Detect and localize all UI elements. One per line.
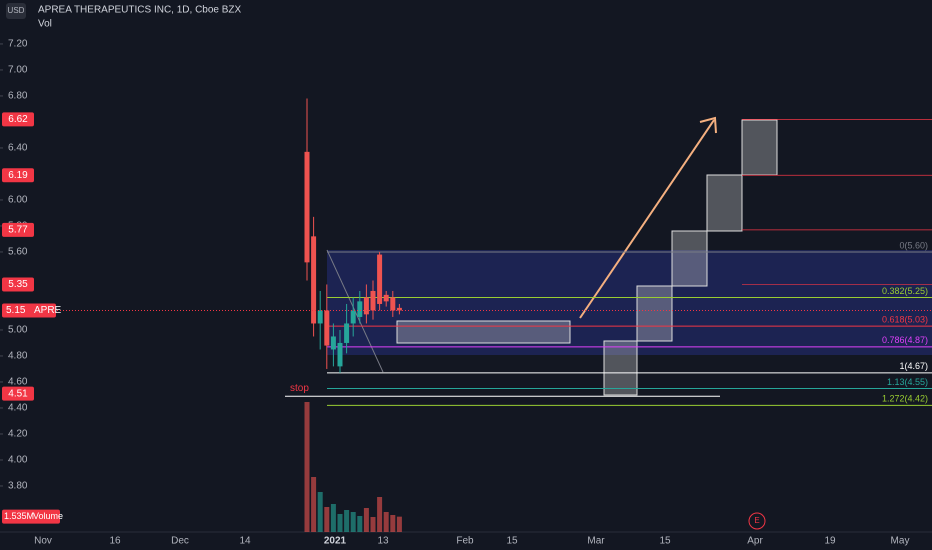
price-tag-label: 5.35 xyxy=(8,279,28,290)
x-tick-label: 14 xyxy=(239,536,251,547)
candle-body xyxy=(357,301,363,317)
y-tick-label: 4.80 xyxy=(8,351,28,362)
candle-body xyxy=(337,342,343,367)
volume-bar xyxy=(344,510,350,532)
y-tick-label: 5.60 xyxy=(8,247,28,258)
box xyxy=(706,174,743,232)
fib-label: 0.618(5.03) xyxy=(882,314,928,324)
y-tick-label: 3.80 xyxy=(8,481,28,492)
earnings-label: E xyxy=(754,516,759,525)
last-price-label: 5.15 xyxy=(6,305,26,316)
candle-body xyxy=(370,290,376,311)
x-tick-label: 16 xyxy=(109,536,121,547)
candle-body xyxy=(311,236,317,324)
x-tick-label: 13 xyxy=(377,536,389,547)
x-tick-label: Nov xyxy=(34,536,52,547)
price-tag xyxy=(2,222,34,237)
candle-body xyxy=(350,310,356,324)
candle-body xyxy=(317,310,323,324)
volume-tag xyxy=(2,509,60,524)
price-tag-label: 5.77 xyxy=(8,224,28,235)
arrow xyxy=(579,119,715,319)
last-price-name: APRE xyxy=(34,305,62,316)
candle-body xyxy=(396,307,402,311)
x-tick-label: Dec xyxy=(171,536,189,547)
candle-body xyxy=(330,336,336,350)
currency-box xyxy=(6,3,26,19)
candle-body xyxy=(344,323,350,343)
x-tick-label: May xyxy=(891,536,910,547)
y-tick-label: 7.00 xyxy=(8,65,28,76)
y-tick-label: 4.40 xyxy=(8,403,28,414)
x-tick-label: Mar xyxy=(587,536,605,547)
fib-label: 0.786(4.87) xyxy=(882,335,928,345)
earnings-marker xyxy=(748,512,766,530)
arrow-head xyxy=(699,116,717,134)
box xyxy=(396,320,571,344)
price-tag xyxy=(2,277,34,292)
x-tick-label: 15 xyxy=(659,536,671,547)
volume-bar xyxy=(377,497,383,532)
last-price-tag xyxy=(2,303,56,318)
y-tick-label: 5.00 xyxy=(8,325,28,336)
fib-label: 1(4.67) xyxy=(899,361,928,371)
volume-bar xyxy=(337,514,343,532)
candle-body xyxy=(304,151,310,263)
box xyxy=(671,230,708,287)
y-tick-label: 6.00 xyxy=(8,195,28,206)
y-tick-label: 4.00 xyxy=(8,455,28,466)
volume-bar xyxy=(390,515,396,532)
y-tick-label: 6.40 xyxy=(8,143,28,154)
y-tick-label: 4.20 xyxy=(8,429,28,440)
symbol: APREA THERAPEUTICS INC, 1D, Cboe BZX xyxy=(38,5,242,16)
volume-bar xyxy=(357,516,363,532)
x-tick-label: 19 xyxy=(824,536,836,547)
stop-label: stop xyxy=(290,383,309,394)
volume-bar xyxy=(350,512,356,532)
candle-body xyxy=(324,310,330,346)
volume-bar xyxy=(317,492,323,532)
volume-bar xyxy=(383,512,389,532)
y-tick-label: 7.20 xyxy=(8,39,28,50)
price-tag xyxy=(2,112,34,127)
y-tick-label: 6.80 xyxy=(8,91,28,102)
x-tick-label: Feb xyxy=(456,536,474,547)
volume-bar xyxy=(363,508,369,532)
price-tag-label: 6.19 xyxy=(8,170,28,181)
price-tag-label: 6.62 xyxy=(8,114,28,125)
volume-bar xyxy=(304,402,310,532)
y-tick-label: 4.60 xyxy=(8,377,28,388)
box xyxy=(741,119,778,176)
x-tick-label: 15 xyxy=(506,536,518,547)
fib-zone xyxy=(327,250,932,355)
volume-tag-label: 1.535M xyxy=(4,511,34,521)
volume-bar xyxy=(311,477,317,532)
price-tag xyxy=(2,386,34,401)
indicator: Vol xyxy=(38,19,52,30)
fib-label: 0.382(5.25) xyxy=(882,286,928,296)
volume-bar xyxy=(396,516,402,532)
box xyxy=(636,285,673,342)
candle-body xyxy=(383,294,389,302)
fib-label: 0(5.60) xyxy=(899,240,928,250)
fib-label: 1.13(4.55) xyxy=(887,377,928,387)
x-tick-label: 2021 xyxy=(324,536,347,547)
box xyxy=(603,340,638,396)
fib-label: 1.272(4.42) xyxy=(882,394,928,404)
volume-bar xyxy=(324,507,330,532)
currency: USD xyxy=(8,6,25,15)
volume-tag-name: Volume xyxy=(33,511,63,521)
price-tag-label: 4.51 xyxy=(8,388,28,399)
candle-body xyxy=(377,254,383,304)
x-tick-label: Apr xyxy=(747,536,763,547)
volume-bar xyxy=(370,517,376,532)
candle-body xyxy=(390,297,396,311)
price-tag xyxy=(2,168,34,183)
candle-body xyxy=(363,297,369,315)
volume-bar xyxy=(330,504,336,532)
